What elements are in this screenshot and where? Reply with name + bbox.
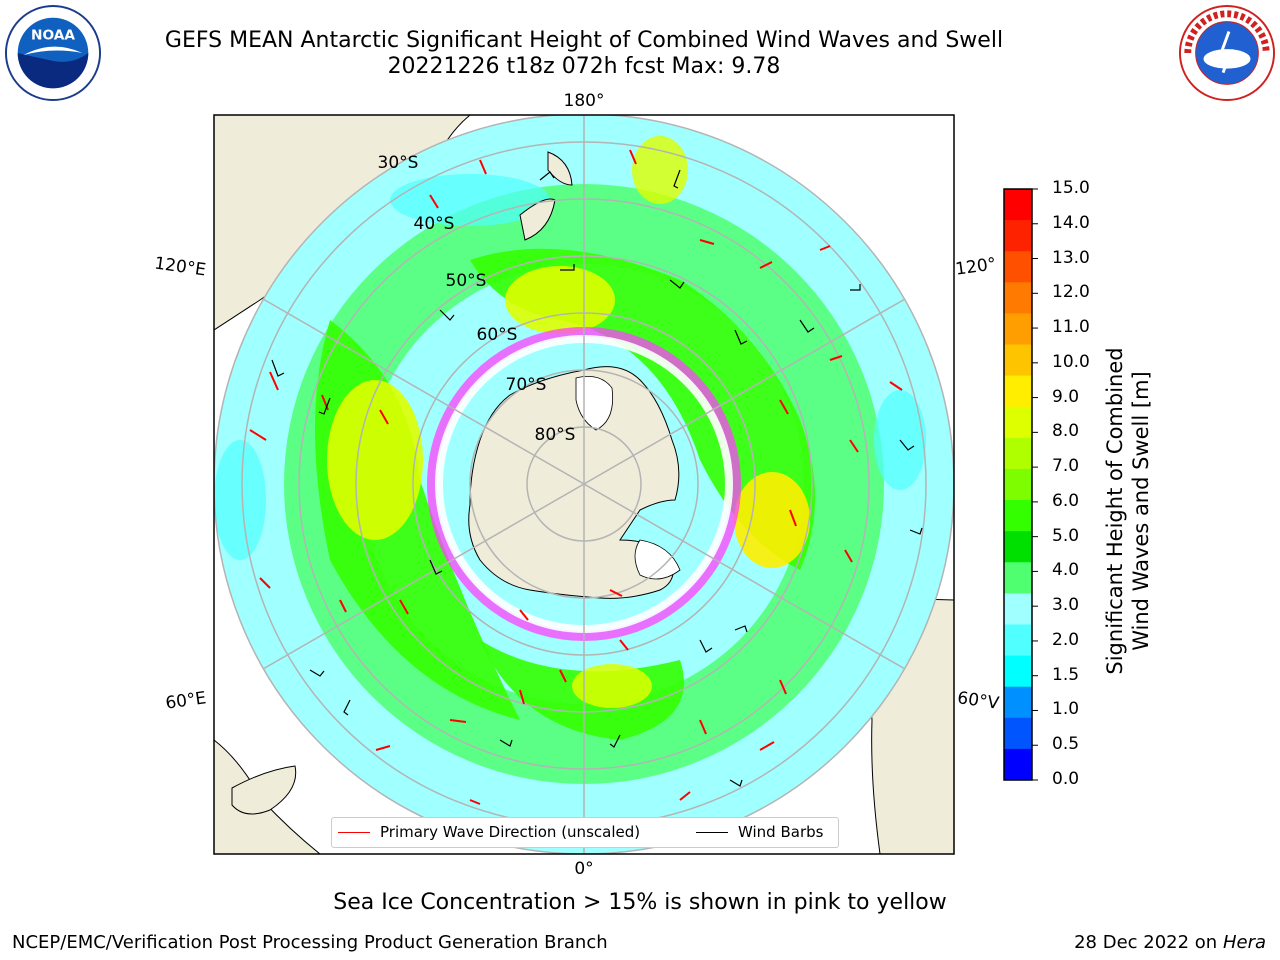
legend-wave-direction: Primary Wave Direction (unscaled)	[338, 823, 640, 841]
colorbar-frame	[1003, 188, 1033, 781]
map-frame	[213, 114, 955, 855]
colorbar-segment	[1004, 655, 1032, 688]
wave-direction-arrows	[249, 149, 903, 827]
legend-wind-barbs: Wind Barbs	[696, 823, 823, 841]
colorbar-segment	[1004, 593, 1032, 625]
map-legend: Primary Wave Direction (unscaled) Wind B…	[331, 817, 839, 848]
nws-logo	[1178, 4, 1276, 102]
colorbar-segment	[1004, 282, 1032, 314]
colorbar-tick-label: 6.0	[1052, 490, 1080, 511]
legend-wind-swatch	[696, 832, 728, 833]
colorbar-segment	[1004, 624, 1032, 657]
colorbar-segment	[1004, 686, 1032, 719]
colorbar-tick-label: 8.0	[1052, 421, 1080, 442]
footer-machine: Hera	[1222, 932, 1266, 953]
colorbar-segment	[1004, 313, 1032, 346]
lat-label-80s: 80°S	[535, 425, 576, 445]
lon-label-lower-right: 60°V	[956, 688, 1001, 714]
colorbar-tick-label: 0.5	[1052, 734, 1080, 755]
chart-subtitle: 20221226 t18z 072h fcst Max: 9.78	[387, 54, 781, 79]
colorbar-segment	[1004, 406, 1032, 439]
colorbar-segment	[1004, 437, 1032, 470]
weddell-ice-shelf	[634, 539, 681, 580]
colorbar-segment	[1004, 500, 1032, 532]
colorbar-segment	[1004, 344, 1032, 377]
colorbar-tick-label: 3.0	[1052, 595, 1080, 616]
colorbar-label: Significant Height of Combined Wind Wave…	[1102, 261, 1154, 761]
colorbar-segment	[1004, 468, 1032, 501]
legend-wave-label: Primary Wave Direction (unscaled)	[380, 823, 641, 841]
footer-date-text: 28 Dec 2022 on	[1074, 932, 1218, 953]
lat-label-60s: 60°S	[477, 325, 518, 345]
colorbar-tick-label: 15.0	[1052, 178, 1090, 198]
colorbar-tick-label: 5.0	[1052, 525, 1080, 546]
sea-ice-note: Sea Ice Concentration > 15% is shown in …	[333, 890, 947, 915]
colorbar-segment	[1004, 531, 1032, 563]
ross-ice-shelf	[575, 375, 614, 431]
colorbar-tick-label: 4.0	[1052, 560, 1080, 581]
colorbar-segment	[1004, 220, 1032, 252]
lon-label-upper-right: 120°	[954, 254, 997, 280]
colorbar	[1003, 188, 1038, 781]
colorbar-tick-label: 2.0	[1052, 629, 1080, 650]
colorbar-segment	[1004, 748, 1032, 781]
footer-branch: NCEP/EMC/Verification Post Processing Pr…	[12, 932, 608, 953]
footer-date: 28 Dec 2022 on Hera	[1074, 932, 1266, 953]
wind-barbs	[271, 169, 923, 787]
colorbar-segment	[1004, 189, 1032, 221]
colorbar-tick-label: 9.0	[1052, 386, 1080, 407]
lat-label-30s: 30°S	[378, 153, 419, 173]
svg-text:NOAA: NOAA	[31, 27, 75, 43]
lon-label-upper-left: 120°E	[153, 254, 207, 281]
noaa-logo: NOAA	[4, 4, 102, 102]
colorbar-tick-label: 10.0	[1052, 351, 1090, 372]
chart-title: GEFS MEAN Antarctic Significant Height o…	[164, 28, 1004, 53]
lat-label-50s: 50°S	[446, 271, 487, 291]
lat-label-70s: 70°S	[506, 375, 547, 395]
colorbar-tick-label: 7.0	[1052, 456, 1080, 477]
legend-wave-swatch	[338, 832, 370, 833]
colorbar-tick-label: 0.0	[1052, 769, 1080, 789]
colorbar-segment	[1004, 562, 1032, 594]
legend-wind-label: Wind Barbs	[738, 823, 824, 841]
colorbar-tick-label: 14.0	[1052, 212, 1090, 233]
colorbar-tick-label: 1.0	[1052, 699, 1080, 720]
lat-label-40s: 40°S	[414, 214, 455, 234]
lon-label-lower-left: 60°E	[164, 688, 207, 713]
colorbar-label-line1: Significant Height of Combined	[1103, 347, 1127, 675]
colorbar-label-line2: Wind Waves and Swell [m]	[1129, 371, 1153, 651]
lon-label-bottom: 0°	[574, 859, 593, 879]
antarctica-land	[468, 366, 680, 599]
colorbar-tick-label: 1.5	[1052, 664, 1080, 685]
colorbar-segment	[1004, 251, 1032, 283]
colorbar-segment	[1004, 717, 1032, 750]
colorbar-tick-label: 12.0	[1052, 282, 1090, 303]
colorbar-tick-label: 11.0	[1052, 317, 1090, 338]
lon-label-top: 180°	[564, 91, 605, 111]
colorbar-segment	[1004, 375, 1032, 408]
madagascar-land	[231, 765, 297, 815]
colorbar-tick-label: 13.0	[1052, 247, 1090, 268]
